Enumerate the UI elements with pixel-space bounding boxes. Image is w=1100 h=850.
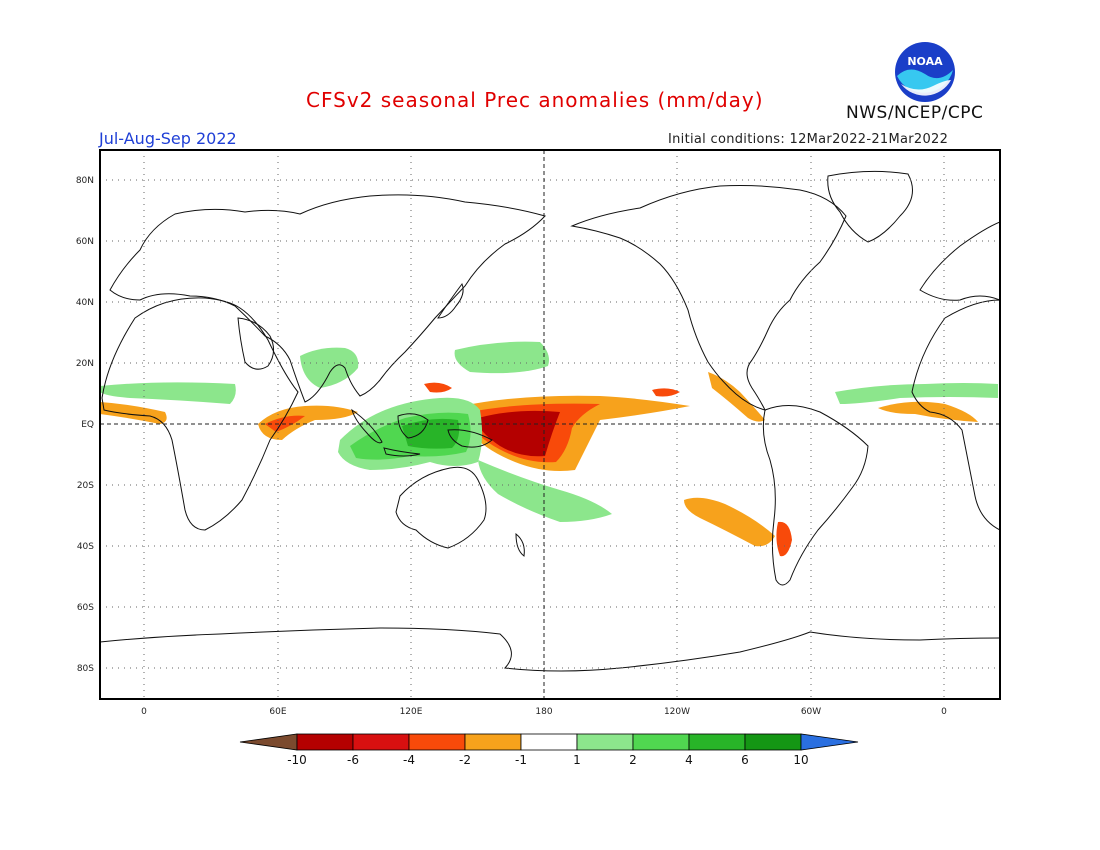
noaa-logo-icon: NOAA: [895, 42, 955, 102]
noaa-logo-text: NOAA: [907, 55, 943, 68]
colorbar-label: -6: [347, 753, 359, 767]
colorbar-label: -10: [287, 753, 307, 767]
anomaly-fields: [100, 341, 998, 557]
coastline-japan: [437, 282, 464, 319]
lon-label: 0: [141, 707, 147, 717]
coastline-greenland: [827, 170, 913, 243]
initial-conditions-label: Initial conditions: 12Mar2022-21Mar2022: [668, 132, 949, 147]
central-pacific-dry-peak: [478, 410, 560, 457]
colorbar-swatch: [520, 733, 578, 751]
coastline-north-america: [570, 185, 847, 411]
coastline-eurasia-east-edge: [919, 221, 1000, 301]
colorbar-label: -4: [403, 753, 415, 767]
coastline-new-guinea: [447, 429, 493, 448]
coastline-africa-east-edge: [911, 299, 1000, 531]
season-label: Jul-Aug-Sep 2022: [99, 129, 237, 148]
colorbar-swatch: [744, 733, 802, 751]
map-title-text: CFSv2 seasonal Prec anomalies (mm/day): [306, 88, 764, 112]
colorbar-label: 2: [629, 753, 637, 767]
colorbar-swatch: [464, 733, 522, 751]
colorbar-swatch: [576, 733, 634, 751]
coastlines: [100, 170, 1000, 672]
equator-dateline-lines: [100, 150, 1000, 699]
coastline-eurasia: [109, 194, 546, 403]
lon-label: 60E: [269, 707, 286, 717]
agency-label: NWS/NCEP/CPC: [846, 103, 984, 123]
lon-label: 180: [535, 707, 552, 717]
map-frame: [99, 149, 1001, 700]
maritime-continent-wet-peak: [402, 418, 460, 449]
colorbar-swatch: [408, 733, 466, 751]
colorbar-swatch-below-min: [239, 733, 298, 751]
coastline-sumatra: [351, 408, 383, 444]
indian-ocean-dry-band: [258, 405, 358, 440]
sw-pacific-wet-band: [478, 460, 612, 522]
central-america-dry-patch: [708, 372, 765, 422]
colorbar-label: 10: [793, 753, 808, 767]
colorbar: -10 -6 -4 -2 -1 1 2 4 6 10: [239, 733, 859, 767]
coastline-borneo: [397, 413, 429, 439]
hawaii-region-dry-patch: [652, 388, 680, 397]
lon-label: 60W: [801, 707, 821, 717]
atlantic-dry-band: [878, 401, 978, 422]
colorbar-swatch: [632, 733, 690, 751]
coastline-south-america: [762, 405, 869, 586]
atlantic-sahel-wet-band: [835, 383, 998, 404]
colorbar-swatch: [352, 733, 410, 751]
colorbar-label: 4: [685, 753, 693, 767]
lat-label: 60S: [77, 603, 94, 613]
colorbar-swatch: [688, 733, 746, 751]
longitude-labels: 0 60E 120E 180 120W 60W 0: [141, 707, 947, 717]
coastline-africa: [101, 297, 299, 531]
coastline-new-zealand: [515, 532, 525, 557]
lat-label: 80N: [76, 176, 94, 186]
lat-label: 40S: [77, 542, 94, 552]
lat-label: 80S: [77, 664, 94, 674]
north-pacific-wet-patch: [454, 341, 549, 374]
colorbar-swatch: [296, 733, 354, 751]
colorbar-label: 6: [741, 753, 749, 767]
coastline-java: [383, 447, 421, 457]
lon-label: 0: [941, 707, 947, 717]
south-pacific-dry-band: [684, 497, 775, 547]
lat-label: 40N: [76, 298, 94, 308]
graticule: [100, 150, 1000, 699]
south-asia-wet-patch: [300, 347, 359, 388]
coastline-australia: [395, 466, 487, 549]
coastline-arabia: [237, 317, 274, 370]
lon-label: 120W: [664, 707, 690, 717]
africa-west-dry-band: [100, 402, 167, 424]
colorbar-label: 1: [573, 753, 581, 767]
latitude-labels: 80N 60N 40N 20N EQ 20S 40S 60S 80S: [76, 176, 94, 674]
lat-label: EQ: [81, 420, 94, 430]
philippine-sea-dry-patch: [424, 382, 452, 393]
lon-label: 120E: [400, 707, 423, 717]
chile-dry-patch: [776, 521, 792, 557]
coastline-antarctica: [100, 627, 1000, 672]
colorbar-swatch-above-max: [800, 733, 859, 751]
lat-label: 20N: [76, 359, 94, 369]
lat-label: 20S: [77, 481, 94, 491]
colorbar-label: -1: [515, 753, 527, 767]
colorbar-label: -2: [459, 753, 471, 767]
sahel-wet-band: [100, 382, 236, 404]
lat-label: 60N: [76, 237, 94, 247]
